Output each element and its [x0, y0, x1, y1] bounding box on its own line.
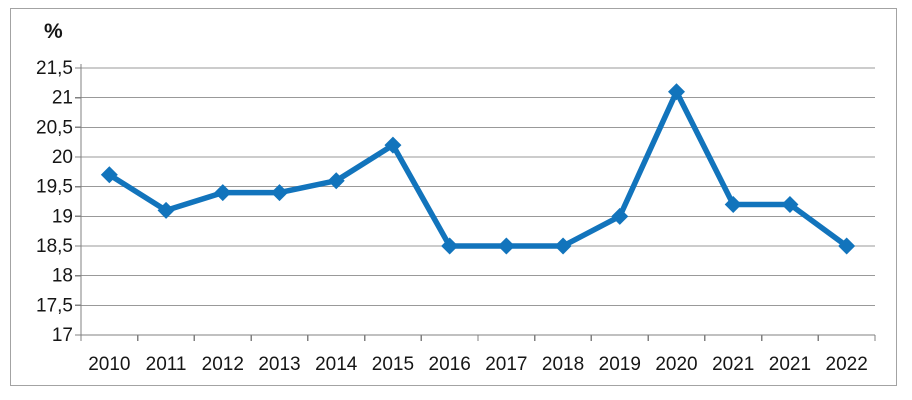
- tick-marks: [75, 67, 876, 341]
- y-axis-tick-label: 18: [52, 266, 73, 287]
- data-point-markers: [100, 83, 856, 255]
- data-point-marker: [384, 136, 402, 154]
- data-point-marker: [100, 166, 118, 184]
- x-axis-tick-label: 2015: [372, 354, 414, 375]
- data-point-marker: [554, 237, 572, 255]
- data-series-line: [106, 88, 850, 249]
- y-axis-unit-label: %: [44, 20, 63, 43]
- y-axis-tick-label: 17,5: [36, 295, 73, 316]
- y-axis-tick-label: 18,5: [36, 236, 73, 257]
- data-point-marker: [724, 195, 742, 213]
- x-axis-tick-label: 2013: [258, 354, 300, 375]
- x-axis-tick-label: 2014: [315, 354, 358, 375]
- data-point-marker: [838, 237, 856, 255]
- x-axis-tick-label: 2022: [826, 354, 868, 375]
- data-point-marker: [497, 237, 515, 255]
- y-axis-tick-label: 21,5: [36, 58, 73, 79]
- y-axis-tick-label: 17: [52, 325, 73, 346]
- x-axis-tick-label: 2018: [542, 354, 584, 375]
- data-point-marker: [441, 237, 459, 255]
- x-axis-tick-label: 2012: [202, 354, 244, 375]
- x-axis-tick-label: 2017: [485, 354, 527, 375]
- x-axis-tick-label: 2020: [655, 354, 697, 375]
- x-axis-tick-label: 2016: [429, 354, 471, 375]
- y-axis-tick-label: 19: [52, 206, 73, 227]
- data-point-marker: [157, 201, 175, 219]
- x-axis-tick-label: 2011: [146, 354, 187, 375]
- x-axis-tick-label: 2021: [712, 354, 754, 375]
- y-axis-tick-label: 21: [52, 88, 73, 109]
- data-point-marker: [271, 184, 288, 202]
- data-point-marker: [214, 184, 232, 202]
- gridlines: [81, 67, 875, 306]
- y-axis-tick-label: 20,5: [36, 117, 73, 138]
- y-axis-tick-label: 19,5: [36, 177, 73, 198]
- x-axis-tick-label: 2010: [88, 354, 130, 375]
- x-axis-tick-label: 2021: [769, 354, 811, 375]
- chart-frame-border: [10, 8, 897, 386]
- data-point-marker: [327, 172, 345, 190]
- y-axis-labels: 17 17,5 18 18,5 19 19,5 20 20,5 21 21,5: [36, 58, 73, 346]
- data-point-marker: [611, 207, 629, 225]
- data-point-marker: [668, 83, 685, 101]
- x-axis-labels: 2010 2011 2012 2013 2014 2015 2016 2017 2018 2019…: [88, 354, 868, 375]
- x-axis-tick-label: 2019: [599, 354, 641, 375]
- y-axis-tick-label: 20: [52, 147, 73, 168]
- data-point-marker: [781, 195, 799, 213]
